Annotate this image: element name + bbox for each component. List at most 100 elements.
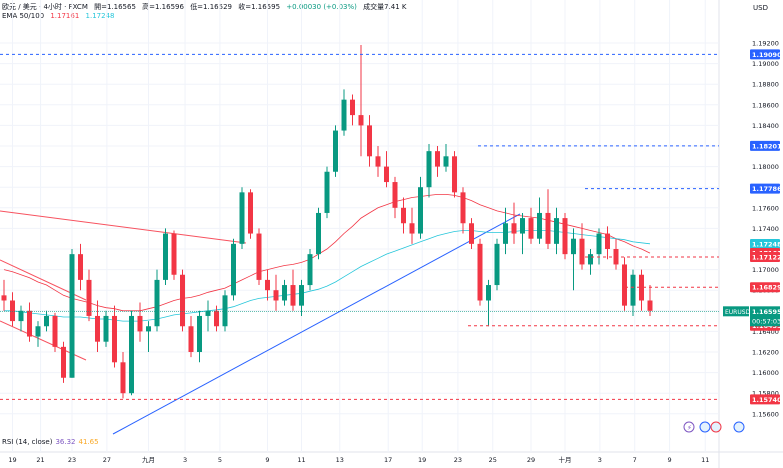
candle[interactable] <box>307 249 313 291</box>
candle[interactable] <box>163 228 168 286</box>
candle[interactable] <box>282 279 287 306</box>
candle[interactable] <box>392 176 398 219</box>
flag-icon-eu[interactable] <box>710 421 722 433</box>
support-trendline[interactable] <box>112 213 521 435</box>
candle[interactable] <box>409 207 415 244</box>
candle[interactable] <box>384 151 389 188</box>
candle[interactable] <box>537 197 542 244</box>
candle[interactable] <box>511 202 517 244</box>
candle[interactable] <box>350 94 355 126</box>
candle[interactable] <box>299 279 304 316</box>
symbol-name[interactable]: 欧元 / 美元 · 4小时 · FXCM <box>2 3 88 11</box>
candle[interactable] <box>528 207 534 244</box>
candle[interactable] <box>435 146 440 177</box>
candle[interactable] <box>18 305 24 332</box>
candle[interactable] <box>333 125 338 177</box>
candle-body <box>180 274 185 327</box>
candle[interactable] <box>1 279 7 311</box>
flag-icon-us-2[interactable] <box>733 421 745 433</box>
candle[interactable] <box>596 228 602 265</box>
candle[interactable] <box>443 143 449 172</box>
candle[interactable] <box>86 269 92 322</box>
candle[interactable] <box>579 223 585 270</box>
ema-legend[interactable]: EMA 50/100 1.17161 1.17248 <box>2 12 118 20</box>
candle[interactable] <box>188 315 194 358</box>
candle[interactable] <box>103 310 109 347</box>
candle[interactable] <box>613 238 619 270</box>
candle[interactable] <box>545 189 551 249</box>
candle[interactable] <box>494 238 500 291</box>
flag-icon-us[interactable] <box>699 421 711 433</box>
rsi-legend[interactable]: RSI (14, close) 36.32 41.65 <box>2 438 99 446</box>
candle[interactable] <box>630 269 636 316</box>
event-icons[interactable]: ⚡ <box>683 421 745 433</box>
price-label[interactable]: 1.17786 <box>750 183 782 194</box>
candle[interactable] <box>418 176 423 239</box>
volume-value: 成交量7.41 K <box>363 3 407 11</box>
candle[interactable] <box>520 212 525 255</box>
candle[interactable] <box>605 226 610 260</box>
price-label[interactable]: 1.18201 <box>750 140 782 151</box>
candle[interactable] <box>52 312 58 352</box>
candle[interactable] <box>231 238 236 301</box>
candle[interactable] <box>647 285 653 316</box>
price-label[interactable]: 1.19090 <box>750 49 782 60</box>
candle[interactable] <box>239 187 245 249</box>
candle[interactable] <box>146 321 151 352</box>
candle[interactable] <box>571 228 576 291</box>
candle[interactable] <box>639 269 644 311</box>
candle[interactable] <box>69 249 75 378</box>
candle[interactable] <box>35 321 41 347</box>
candle[interactable] <box>477 238 483 306</box>
candle[interactable] <box>95 300 100 353</box>
candle[interactable] <box>137 302 143 342</box>
candle[interactable] <box>154 269 160 332</box>
price-label-box <box>750 394 780 405</box>
candle[interactable] <box>214 305 219 332</box>
candle[interactable] <box>61 341 66 383</box>
candle[interactable] <box>129 310 134 396</box>
candle[interactable] <box>460 187 466 234</box>
candle[interactable] <box>503 207 508 255</box>
price-label[interactable]: 1.16829 <box>750 282 782 293</box>
candle[interactable] <box>197 310 202 363</box>
candle[interactable] <box>273 274 279 311</box>
candle[interactable] <box>562 212 568 260</box>
candle[interactable] <box>452 151 457 198</box>
candle[interactable] <box>358 45 364 157</box>
candle[interactable] <box>324 166 330 219</box>
candle[interactable] <box>375 146 381 177</box>
candle[interactable] <box>120 352 126 399</box>
candle[interactable] <box>27 302 32 342</box>
candle[interactable] <box>10 292 15 327</box>
candle[interactable] <box>78 243 83 291</box>
candle[interactable] <box>469 218 474 249</box>
candle[interactable] <box>401 197 406 234</box>
candle[interactable] <box>290 269 296 311</box>
candle-body <box>520 218 525 234</box>
candle[interactable] <box>367 115 372 167</box>
candle[interactable] <box>588 249 593 275</box>
candle[interactable] <box>622 257 627 311</box>
candle[interactable] <box>222 290 228 332</box>
candle[interactable] <box>44 310 49 332</box>
candle[interactable] <box>256 228 262 286</box>
candle[interactable] <box>248 189 253 239</box>
candle[interactable] <box>171 230 177 280</box>
candle[interactable] <box>426 143 432 198</box>
lightning-icon[interactable] <box>683 421 695 433</box>
candle[interactable] <box>486 279 491 327</box>
candle[interactable] <box>180 269 185 332</box>
candle[interactable] <box>265 269 270 301</box>
candle[interactable] <box>316 207 321 260</box>
price-label[interactable]: 1.17122 <box>750 252 782 263</box>
candle[interactable] <box>341 89 347 136</box>
candle[interactable] <box>554 207 559 255</box>
price-label[interactable]: 1.15740 <box>750 394 782 405</box>
candle[interactable] <box>205 300 211 332</box>
candle[interactable] <box>112 305 117 368</box>
resistance-trendline[interactable] <box>0 210 247 244</box>
price-label[interactable]: 1.17248 <box>750 239 782 250</box>
